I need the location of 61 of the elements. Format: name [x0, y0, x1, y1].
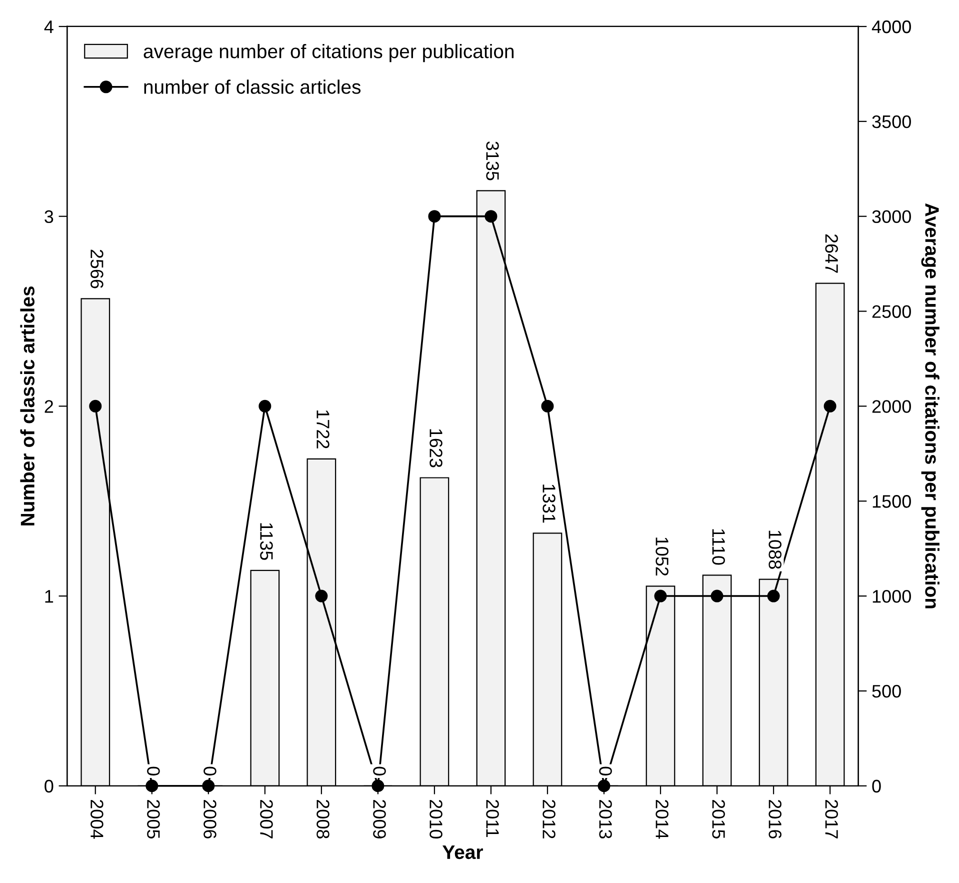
data-label: 1331 [542, 484, 556, 523]
data-label: 3135 [486, 142, 499, 180]
point [146, 780, 158, 792]
y2-tick-label: 4000 [872, 20, 911, 34]
x-tick-label: 2013 [599, 800, 612, 838]
x-tick-label: 2006 [204, 800, 216, 838]
point [202, 780, 215, 792]
x-tick-label: 2014 [656, 800, 668, 839]
data-label: 1088 [768, 530, 782, 569]
y-tick-label: 3 [44, 210, 54, 224]
data-label: 0 [599, 766, 612, 776]
x-tick-label: 2004 [90, 800, 104, 839]
x-tick-label: 2016 [768, 800, 782, 838]
point [315, 590, 328, 602]
y2-tick-label: 3500 [872, 115, 911, 128]
x-tick-label: 2011 [486, 800, 499, 838]
x-tick-label: 2007 [260, 800, 273, 838]
y2-tick-label: 1500 [872, 495, 911, 508]
point [372, 780, 384, 792]
data-label: 2647 [825, 234, 838, 273]
y-tick-label: 1 [45, 590, 54, 603]
y-tick-label: 0 [44, 780, 54, 793]
point [258, 400, 272, 412]
y2-tick-label: 3000 [872, 210, 911, 224]
y2-tick-label: 1000 [872, 590, 911, 603]
data-label: 1135 [260, 523, 273, 560]
y2-axis-title: Average number of citations per publication [921, 203, 940, 608]
x-tick-label: 2017 [825, 800, 838, 838]
y-tick-label: 4 [44, 20, 54, 34]
data-label: 1110 [712, 529, 725, 565]
x-tick-label: 2009 [373, 800, 386, 838]
y2-tick-label: 2000 [872, 400, 911, 413]
point [484, 210, 498, 223]
data-label: 1722 [316, 410, 330, 448]
y-tick-label: 2 [44, 400, 54, 413]
point [654, 590, 667, 602]
data-label: 2566 [90, 250, 104, 288]
y2-tick-label: 0 [872, 780, 881, 793]
point [710, 590, 724, 602]
x-tick-label: 2012 [542, 800, 556, 838]
y2-tick-label: 2500 [872, 305, 911, 318]
data-label: 0 [147, 766, 160, 776]
data-label: 0 [373, 766, 386, 776]
x-tick-label: 2015 [712, 800, 725, 838]
x-tick-label: 2005 [147, 800, 160, 838]
point [89, 400, 102, 412]
point [428, 210, 441, 223]
data-label: 1623 [430, 429, 442, 468]
y2-tick-label: 500 [872, 684, 901, 698]
point [598, 780, 610, 792]
point [541, 400, 554, 412]
point [767, 590, 780, 602]
legend-label: average number of citations per publication [144, 44, 514, 62]
y-axis-title: Number of classic articles [20, 286, 34, 526]
x-tick-label: 2010 [430, 800, 442, 839]
x-tick-label: 2008 [316, 800, 330, 838]
point [824, 400, 836, 412]
data-label: 1052 [656, 538, 668, 576]
x-axis-title: Year [442, 845, 483, 860]
legend-label: number of classic articles [144, 80, 361, 94]
data-label: 0 [204, 766, 216, 776]
